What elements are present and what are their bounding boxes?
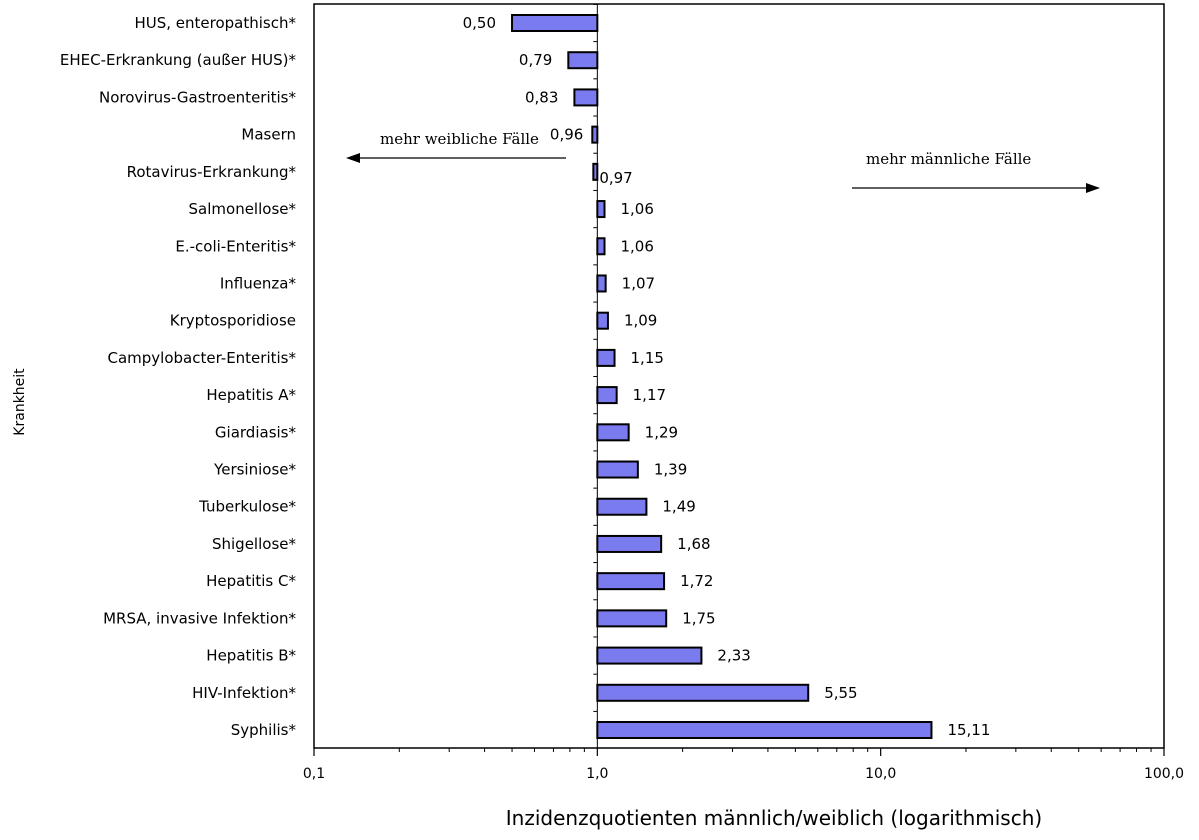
category-label: Giardiasis* [215, 423, 297, 441]
value-label: 1,68 [677, 535, 710, 553]
bar [596, 646, 703, 665]
category-label: E.-coli-Enteritis* [175, 237, 296, 255]
value-label: 1,06 [621, 237, 654, 255]
bar [596, 721, 933, 739]
value-label: 5,55 [824, 684, 857, 702]
x-axis-title: Inzidenzquotienten männlich/weiblich (lo… [506, 806, 1042, 830]
left-arrow-head [346, 153, 360, 163]
value-label: 1,17 [633, 386, 666, 404]
bar [596, 311, 609, 330]
bar [596, 386, 618, 405]
category-label: Hepatitis C* [206, 572, 296, 590]
bar [596, 348, 616, 367]
category-label: Salmonellose* [189, 200, 297, 218]
right-annotation: mehr männliche Fälle [866, 150, 1031, 168]
category-label: Hepatitis B* [206, 647, 296, 665]
category-label: EHEC-Erkrankung (außer HUS)* [60, 51, 297, 69]
bar [596, 497, 648, 516]
category-label: HUS, enteropathisch* [134, 14, 296, 32]
x-tick-label: 10,0 [865, 766, 896, 782]
category-label: Influenza* [220, 274, 297, 292]
value-label: 15,11 [947, 721, 990, 739]
value-label: 1,09 [624, 312, 657, 330]
value-label: 0,83 [525, 88, 558, 106]
bar [596, 460, 639, 479]
value-label: 0,97 [599, 169, 632, 187]
left-annotation: mehr weibliche Fälle [380, 130, 539, 148]
value-label: 0,79 [519, 51, 552, 69]
bar [596, 274, 607, 293]
right-arrow-head [1086, 183, 1100, 193]
value-label: 1,72 [680, 572, 713, 590]
category-label: Norovirus-Gastroenteritis* [99, 88, 296, 106]
x-tick-label: 100,0 [1144, 766, 1184, 782]
category-label: MRSA, invasive Infektion* [103, 609, 296, 627]
x-tick-label: 0,1 [303, 766, 325, 782]
plot-area [313, 3, 1165, 749]
bar [573, 88, 599, 107]
value-label: 1,75 [682, 609, 715, 627]
bar [596, 423, 630, 442]
bar [511, 14, 599, 32]
category-label: Shigellose* [212, 535, 297, 553]
value-label: 1,15 [631, 349, 664, 367]
value-label: 0,50 [463, 14, 496, 32]
bar [596, 572, 666, 591]
bar [596, 683, 810, 702]
x-tick-label: 1,0 [586, 766, 608, 782]
category-label: Masern [241, 126, 296, 144]
category-label: Rotavirus-Erkrankung* [127, 163, 297, 181]
value-label: 1,06 [621, 200, 654, 218]
value-label: 1,07 [622, 274, 655, 292]
value-label: 2,33 [717, 647, 750, 665]
category-label: Syphilis* [231, 721, 297, 739]
value-label: 1,29 [645, 423, 678, 441]
bar [596, 237, 606, 256]
category-label: Tuberkulose* [198, 498, 296, 516]
bar [596, 534, 663, 553]
bar [567, 51, 599, 70]
y-axis-title: Krankheit [12, 368, 28, 436]
category-label: Kryptosporidiose [170, 312, 296, 330]
category-label: HIV-Infektion* [192, 684, 296, 702]
value-label: 0,96 [550, 126, 583, 144]
bar [591, 125, 599, 144]
bar [596, 609, 668, 628]
category-label: Hepatitis A* [206, 386, 296, 404]
value-label: 1,49 [662, 498, 695, 516]
bar [592, 162, 599, 181]
category-label: Yersiniose* [213, 461, 296, 479]
category-label: Campylobacter-Enteritis* [107, 349, 296, 367]
bar [596, 200, 606, 219]
value-label: 1,39 [654, 461, 687, 479]
